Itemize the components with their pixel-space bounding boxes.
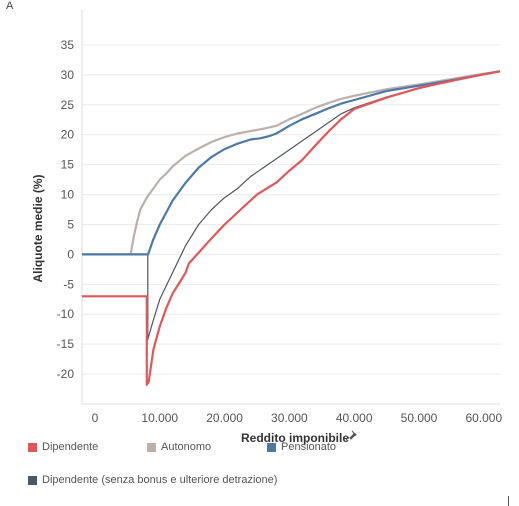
corner-mark: A <box>6 0 14 12</box>
legend-item-dipendente[interactable]: Dipendente <box>28 441 98 453</box>
legend-label: Autonomo <box>161 441 212 453</box>
x-tick-labels: 0 10.000 20.000 30.000 40.000 50.000 60.000 <box>92 411 503 425</box>
legend-swatch <box>267 442 276 452</box>
pin-icon[interactable] <box>345 430 357 441</box>
x-tick-label: 40.000 <box>336 411 373 425</box>
legend-swatch <box>28 475 37 485</box>
series-line[interactable] <box>82 70 501 386</box>
text-cursor <box>508 496 509 506</box>
y-tick-label: 35 <box>61 38 75 52</box>
y-tick-label: 30 <box>61 68 75 82</box>
x-tick-label: 60.000 <box>465 411 502 425</box>
y-tick-label: -15 <box>57 337 75 351</box>
y-tick-label: 20 <box>61 128 75 142</box>
y-tick-label: -20 <box>57 367 75 381</box>
series-line[interactable] <box>82 70 501 256</box>
legend-item-pensionato[interactable]: Pensionato <box>267 441 336 453</box>
x-tick-label: 0 <box>92 411 99 425</box>
x-tick-label: 10.000 <box>141 411 178 425</box>
gridlines <box>82 44 500 375</box>
x-tick-label: 20.000 <box>206 411 243 425</box>
legend-label: Dipendente <box>42 441 99 453</box>
y-tick-label: 0 <box>67 247 74 261</box>
series-line[interactable] <box>82 70 501 256</box>
legend-item-autonomo[interactable]: Autonomo <box>147 441 211 453</box>
y-tick-label: 5 <box>67 217 74 231</box>
y-tick-labels: 35 30 25 20 15 10 5 0 -5 -10 -15 -20 <box>57 38 75 381</box>
y-tick-label: 10 <box>61 188 75 202</box>
legend-swatch <box>147 442 156 452</box>
y-tick-label: -10 <box>57 307 75 321</box>
y-tick-label: -5 <box>63 277 74 291</box>
x-tick-label: 30.000 <box>271 411 308 425</box>
x-axis-title[interactable]: Reddito imponibile <box>241 431 349 445</box>
legend-label: Pensionato <box>281 441 337 453</box>
y-axis-title: Aliquote medie (%) <box>31 174 45 282</box>
legend-swatch <box>28 442 37 452</box>
legend-item-dipendente-senza-bonus[interactable]: Dipendente (senza bonus e ulteriore detr… <box>28 474 277 486</box>
legend-label: Dipendente (senza bonus e ulteriore detr… <box>42 474 278 486</box>
x-tick-label: 50.000 <box>401 411 438 425</box>
y-tick-label: 25 <box>61 98 75 112</box>
series-line[interactable] <box>82 70 501 340</box>
series-lines <box>82 70 501 386</box>
pin-icon-shape <box>345 430 357 441</box>
y-tick-label: 15 <box>61 158 75 172</box>
